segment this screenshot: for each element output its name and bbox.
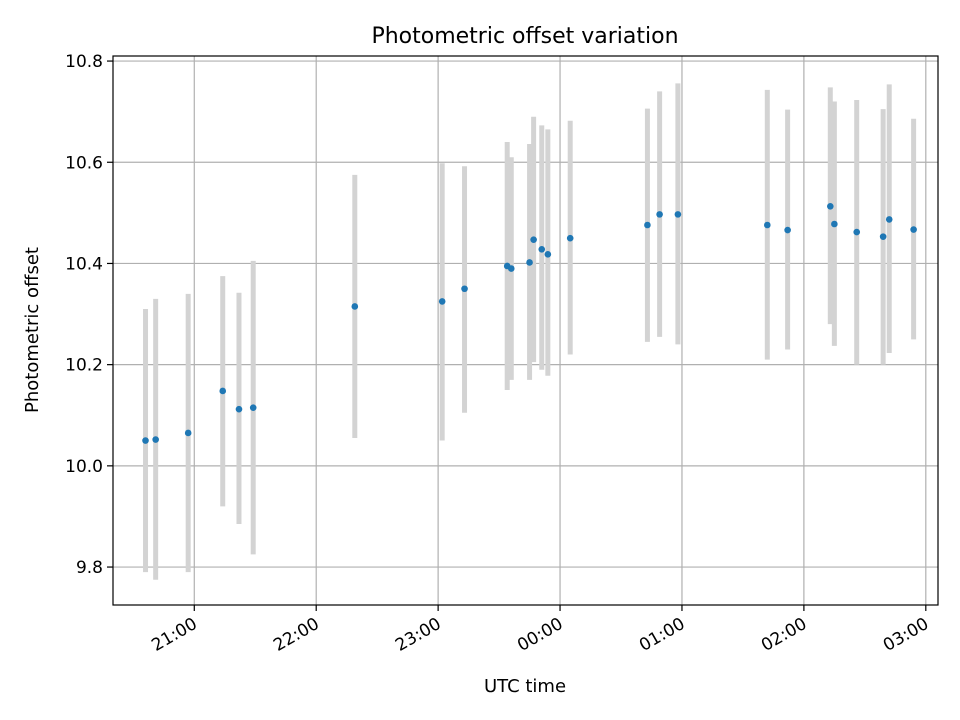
- data-point: [544, 251, 552, 258]
- data-point: [674, 211, 682, 218]
- x-tick-label: 22:00: [270, 614, 322, 656]
- data-point: [879, 233, 887, 240]
- data-point: [910, 226, 917, 233]
- x-axis-label: UTC time: [484, 676, 566, 697]
- x-tick-label: 23:00: [392, 614, 444, 656]
- data-point: [784, 226, 791, 234]
- error-bars: [143, 83, 917, 580]
- data-point: [566, 234, 574, 242]
- grid: [113, 56, 938, 605]
- y-tick-label: 10.6: [65, 153, 103, 173]
- chart-title: Photometric offset variation: [371, 24, 678, 49]
- y-tick-label: 10.2: [65, 356, 103, 376]
- data-point: [142, 437, 149, 444]
- y-tick-label: 10.0: [65, 457, 103, 477]
- y-axis-label: Photometric offset: [22, 247, 43, 413]
- data-point: [249, 404, 257, 411]
- data-point: [644, 221, 651, 229]
- data-point: [152, 436, 159, 443]
- data-point: [853, 228, 861, 236]
- x-tick-label: 00:00: [514, 614, 566, 656]
- x-tick-label: 01:00: [636, 614, 688, 656]
- data-point: [831, 220, 838, 228]
- y-tick-label: 10.4: [65, 254, 103, 274]
- y-axis-ticks: 9.8 10.0 10.2 10.4 10.6 10.8: [65, 52, 113, 578]
- x-axis-ticks: 21:00 22:00 23:00 00:00 01:00 02:00 03:00: [148, 605, 932, 656]
- data-point: [507, 265, 515, 272]
- data-point: [461, 285, 468, 293]
- data-point: [827, 202, 834, 210]
- data-point: [764, 221, 771, 229]
- data-point: [438, 298, 446, 305]
- data-point: [526, 259, 533, 266]
- data-point: [656, 211, 663, 218]
- x-tick-label: 03:00: [880, 614, 932, 656]
- x-tick-label: 02:00: [758, 614, 810, 656]
- y-tick-label: 10.8: [65, 52, 103, 72]
- y-tick-label: 9.8: [76, 558, 103, 578]
- data-point: [351, 303, 359, 310]
- x-tick-label: 21:00: [148, 614, 200, 656]
- data-point: [235, 405, 243, 413]
- data-point: [184, 429, 192, 437]
- data-point: [885, 216, 893, 223]
- data-points: [142, 202, 917, 444]
- data-point: [538, 245, 546, 253]
- data-point: [530, 236, 537, 243]
- data-point: [219, 387, 227, 395]
- plot-frame: [112, 55, 939, 606]
